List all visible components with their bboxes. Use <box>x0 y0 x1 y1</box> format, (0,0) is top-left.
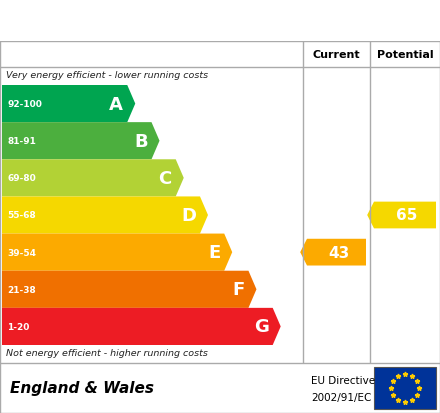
Text: 43: 43 <box>328 245 349 260</box>
Polygon shape <box>367 202 436 229</box>
Text: E: E <box>208 244 220 261</box>
Polygon shape <box>2 197 208 234</box>
Polygon shape <box>2 86 135 123</box>
Polygon shape <box>2 160 184 197</box>
Text: C: C <box>158 169 172 188</box>
Polygon shape <box>2 123 159 160</box>
Text: B: B <box>134 133 147 150</box>
Text: Energy Efficiency Rating: Energy Efficiency Rating <box>11 11 299 31</box>
Text: 2002/91/EC: 2002/91/EC <box>311 392 371 402</box>
Text: Current: Current <box>313 50 360 60</box>
Text: 69-80: 69-80 <box>7 174 36 183</box>
Text: 39-54: 39-54 <box>7 248 36 257</box>
Text: 65: 65 <box>396 208 418 223</box>
Text: G: G <box>254 318 269 336</box>
Text: 1-20: 1-20 <box>7 322 29 331</box>
Text: A: A <box>110 95 123 113</box>
Text: D: D <box>181 206 196 224</box>
Text: Potential: Potential <box>377 50 433 60</box>
Text: England & Wales: England & Wales <box>10 380 154 396</box>
Text: EU Directive: EU Directive <box>311 375 375 386</box>
Bar <box>374 367 436 409</box>
Text: 92-100: 92-100 <box>7 100 42 109</box>
Text: Very energy efficient - lower running costs: Very energy efficient - lower running co… <box>6 71 208 80</box>
Polygon shape <box>300 239 366 266</box>
Text: F: F <box>232 280 245 299</box>
Text: 81-91: 81-91 <box>7 137 36 146</box>
Text: 55-68: 55-68 <box>7 211 36 220</box>
Polygon shape <box>2 234 232 271</box>
Polygon shape <box>2 308 281 345</box>
Text: 21-38: 21-38 <box>7 285 36 294</box>
Text: Not energy efficient - higher running costs: Not energy efficient - higher running co… <box>6 348 208 357</box>
Polygon shape <box>2 271 257 308</box>
